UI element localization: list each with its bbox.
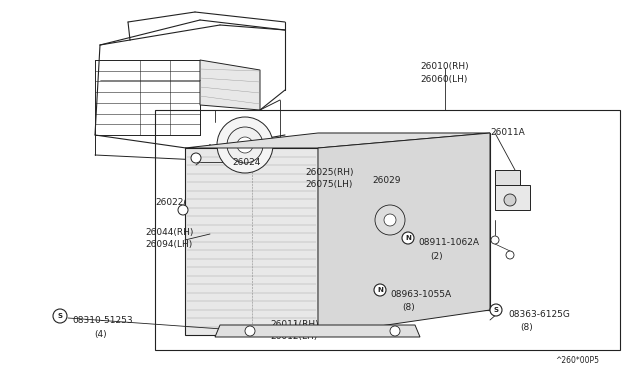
Circle shape	[191, 153, 201, 163]
Circle shape	[237, 137, 253, 153]
Text: 26011A: 26011A	[490, 128, 525, 137]
Circle shape	[402, 232, 414, 244]
Text: 26022: 26022	[155, 198, 184, 207]
Text: (8): (8)	[520, 323, 532, 332]
Circle shape	[491, 236, 499, 244]
Text: (2): (2)	[430, 252, 443, 261]
Text: S: S	[493, 307, 499, 313]
Polygon shape	[200, 60, 260, 110]
Polygon shape	[318, 133, 490, 335]
Text: ^260*00P5: ^260*00P5	[555, 356, 599, 365]
Text: 26011(RH): 26011(RH)	[270, 320, 319, 329]
Circle shape	[384, 214, 396, 226]
Polygon shape	[318, 133, 490, 310]
Polygon shape	[185, 133, 490, 148]
Text: 26012(LH): 26012(LH)	[270, 332, 317, 341]
Circle shape	[245, 326, 255, 336]
Text: 08310-51253: 08310-51253	[72, 316, 132, 325]
Circle shape	[390, 326, 400, 336]
Text: 26022: 26022	[240, 330, 268, 339]
Circle shape	[506, 251, 514, 259]
Text: N: N	[405, 235, 411, 241]
Text: S: S	[58, 313, 63, 319]
Text: 26094(LH): 26094(LH)	[145, 240, 192, 249]
Circle shape	[504, 194, 516, 206]
Text: 26029: 26029	[372, 176, 401, 185]
Text: 26024: 26024	[232, 158, 260, 167]
Circle shape	[217, 117, 273, 173]
Text: N: N	[377, 287, 383, 293]
Text: 26060(LH): 26060(LH)	[420, 75, 467, 84]
Polygon shape	[215, 325, 420, 337]
Polygon shape	[185, 148, 318, 335]
Circle shape	[227, 127, 263, 163]
Text: 08911-1062A: 08911-1062A	[418, 238, 479, 247]
Polygon shape	[495, 185, 530, 210]
Text: (8): (8)	[402, 303, 415, 312]
Text: (4): (4)	[94, 330, 107, 339]
Polygon shape	[495, 170, 520, 185]
Text: 08963-1055A: 08963-1055A	[390, 290, 451, 299]
Text: 26075(LH): 26075(LH)	[305, 180, 353, 189]
Circle shape	[490, 304, 502, 316]
Circle shape	[374, 284, 386, 296]
Circle shape	[178, 205, 188, 215]
Text: 08363-6125G: 08363-6125G	[508, 310, 570, 319]
Circle shape	[375, 205, 405, 235]
Text: 26025(RH): 26025(RH)	[305, 168, 353, 177]
Text: 26010(RH): 26010(RH)	[420, 62, 468, 71]
Circle shape	[53, 309, 67, 323]
Text: 26044(RH): 26044(RH)	[145, 228, 193, 237]
